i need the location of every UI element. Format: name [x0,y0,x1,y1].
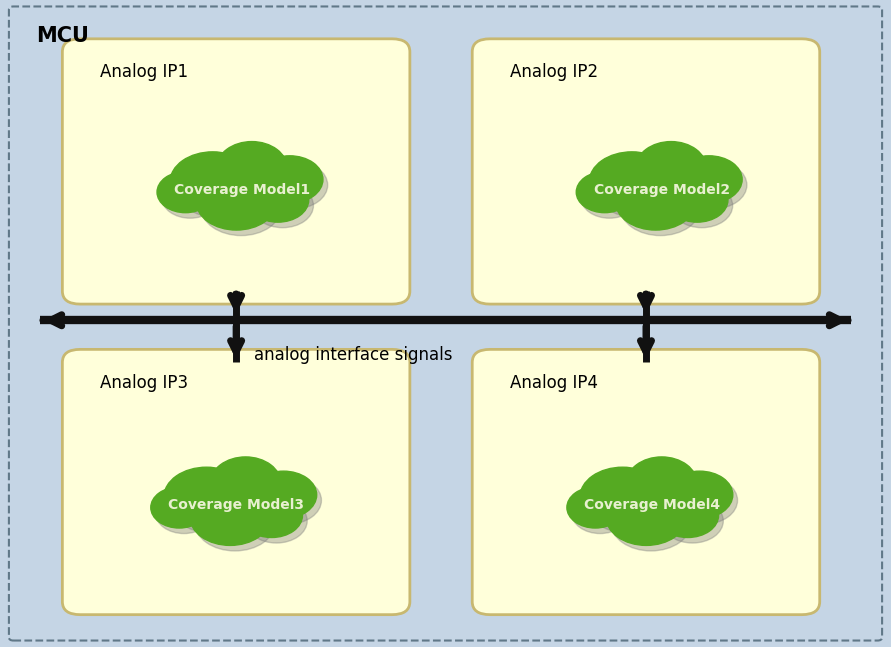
Text: Coverage Model4: Coverage Model4 [584,498,720,512]
Ellipse shape [576,171,634,213]
Text: Analog IP2: Analog IP2 [510,63,598,82]
Ellipse shape [589,152,674,212]
Ellipse shape [252,184,314,228]
Ellipse shape [215,463,286,516]
Text: analog interface signals: analog interface signals [254,346,453,364]
Ellipse shape [246,499,307,543]
Ellipse shape [567,487,624,528]
Ellipse shape [580,467,666,527]
Text: Coverage Model3: Coverage Model3 [168,498,304,512]
Ellipse shape [610,494,691,551]
Ellipse shape [196,173,277,230]
Ellipse shape [657,493,718,538]
Ellipse shape [620,179,700,236]
FancyBboxPatch shape [62,349,410,615]
Ellipse shape [675,156,742,203]
Ellipse shape [662,499,723,543]
FancyBboxPatch shape [472,39,820,304]
Ellipse shape [217,142,288,195]
Ellipse shape [584,473,670,532]
Text: Coverage Model2: Coverage Model2 [593,182,730,197]
Ellipse shape [162,177,218,218]
FancyBboxPatch shape [9,6,882,641]
Text: Coverage Model1: Coverage Model1 [175,182,310,197]
Ellipse shape [641,147,711,201]
Ellipse shape [156,492,212,534]
Ellipse shape [594,157,679,217]
Ellipse shape [671,477,738,524]
Text: Analog IP4: Analog IP4 [510,374,598,392]
Ellipse shape [200,179,282,236]
Ellipse shape [666,178,728,222]
Ellipse shape [168,473,254,532]
Ellipse shape [247,178,308,222]
Text: Analog IP3: Analog IP3 [100,374,188,392]
Ellipse shape [572,492,628,534]
Text: MCU: MCU [36,26,88,46]
Ellipse shape [210,457,282,510]
Ellipse shape [164,467,249,527]
Ellipse shape [151,487,208,528]
Ellipse shape [581,177,638,218]
Ellipse shape [157,171,214,213]
Ellipse shape [194,494,275,551]
Ellipse shape [635,142,707,195]
Ellipse shape [255,477,322,524]
Text: Analog IP1: Analog IP1 [100,63,188,82]
Ellipse shape [250,471,316,518]
Ellipse shape [261,161,328,209]
Ellipse shape [170,152,256,212]
Ellipse shape [616,173,696,230]
Ellipse shape [671,184,732,228]
Ellipse shape [681,161,747,209]
FancyBboxPatch shape [472,349,820,615]
Ellipse shape [631,463,702,516]
Ellipse shape [626,457,698,510]
Ellipse shape [241,493,302,538]
Ellipse shape [666,471,732,518]
Ellipse shape [221,147,292,201]
FancyBboxPatch shape [62,39,410,304]
Ellipse shape [606,488,687,545]
Ellipse shape [175,157,260,217]
Ellipse shape [257,156,323,203]
Ellipse shape [190,488,271,545]
